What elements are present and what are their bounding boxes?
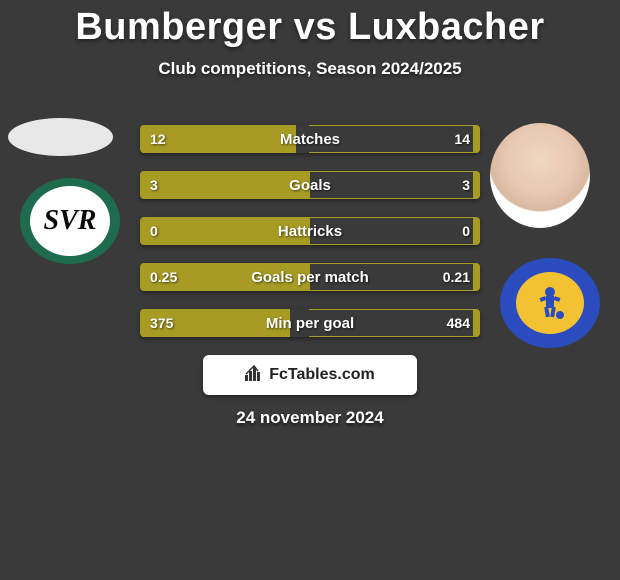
soccer-player-icon (530, 283, 570, 323)
player-left-club-badge-text: SVR (30, 186, 110, 256)
stat-value-right: 484 (447, 309, 470, 337)
page-title: Bumberger vs Luxbacher (0, 0, 620, 49)
footer-logo: FcTables.com (203, 355, 417, 395)
stat-label: Min per goal (140, 309, 480, 337)
stat-label: Hattricks (140, 217, 480, 245)
stat-value-right: 14 (454, 125, 470, 153)
player-left-club-badge: SVR (20, 178, 120, 264)
player-right-photo (490, 123, 590, 228)
stat-row-hattricks: 0 Hattricks 0 (140, 217, 480, 245)
footer-logo-text: FcTables.com (269, 366, 375, 384)
stat-row-goals: 3 Goals 3 (140, 171, 480, 199)
stat-row-matches: 12 Matches 14 (140, 125, 480, 153)
footer-date: 24 november 2024 (0, 408, 620, 428)
stat-label: Matches (140, 125, 480, 153)
stat-value-right: 0.21 (443, 263, 470, 291)
player-right-club-badge (500, 258, 600, 348)
page-subtitle: Club competitions, Season 2024/2025 (0, 59, 620, 79)
comparison-table: 12 Matches 14 3 Goals 3 0 Hattricks 0 0.… (140, 125, 480, 355)
player-right-club-badge-icon (516, 272, 584, 334)
stat-label: Goals per match (140, 263, 480, 291)
stat-label: Goals (140, 171, 480, 199)
bar-chart-icon (245, 365, 263, 386)
stat-value-right: 3 (462, 171, 470, 199)
stat-value-right: 0 (462, 217, 470, 245)
stat-row-goals-per-match: 0.25 Goals per match 0.21 (140, 263, 480, 291)
player-left-photo (8, 118, 113, 156)
stat-row-min-per-goal: 375 Min per goal 484 (140, 309, 480, 337)
